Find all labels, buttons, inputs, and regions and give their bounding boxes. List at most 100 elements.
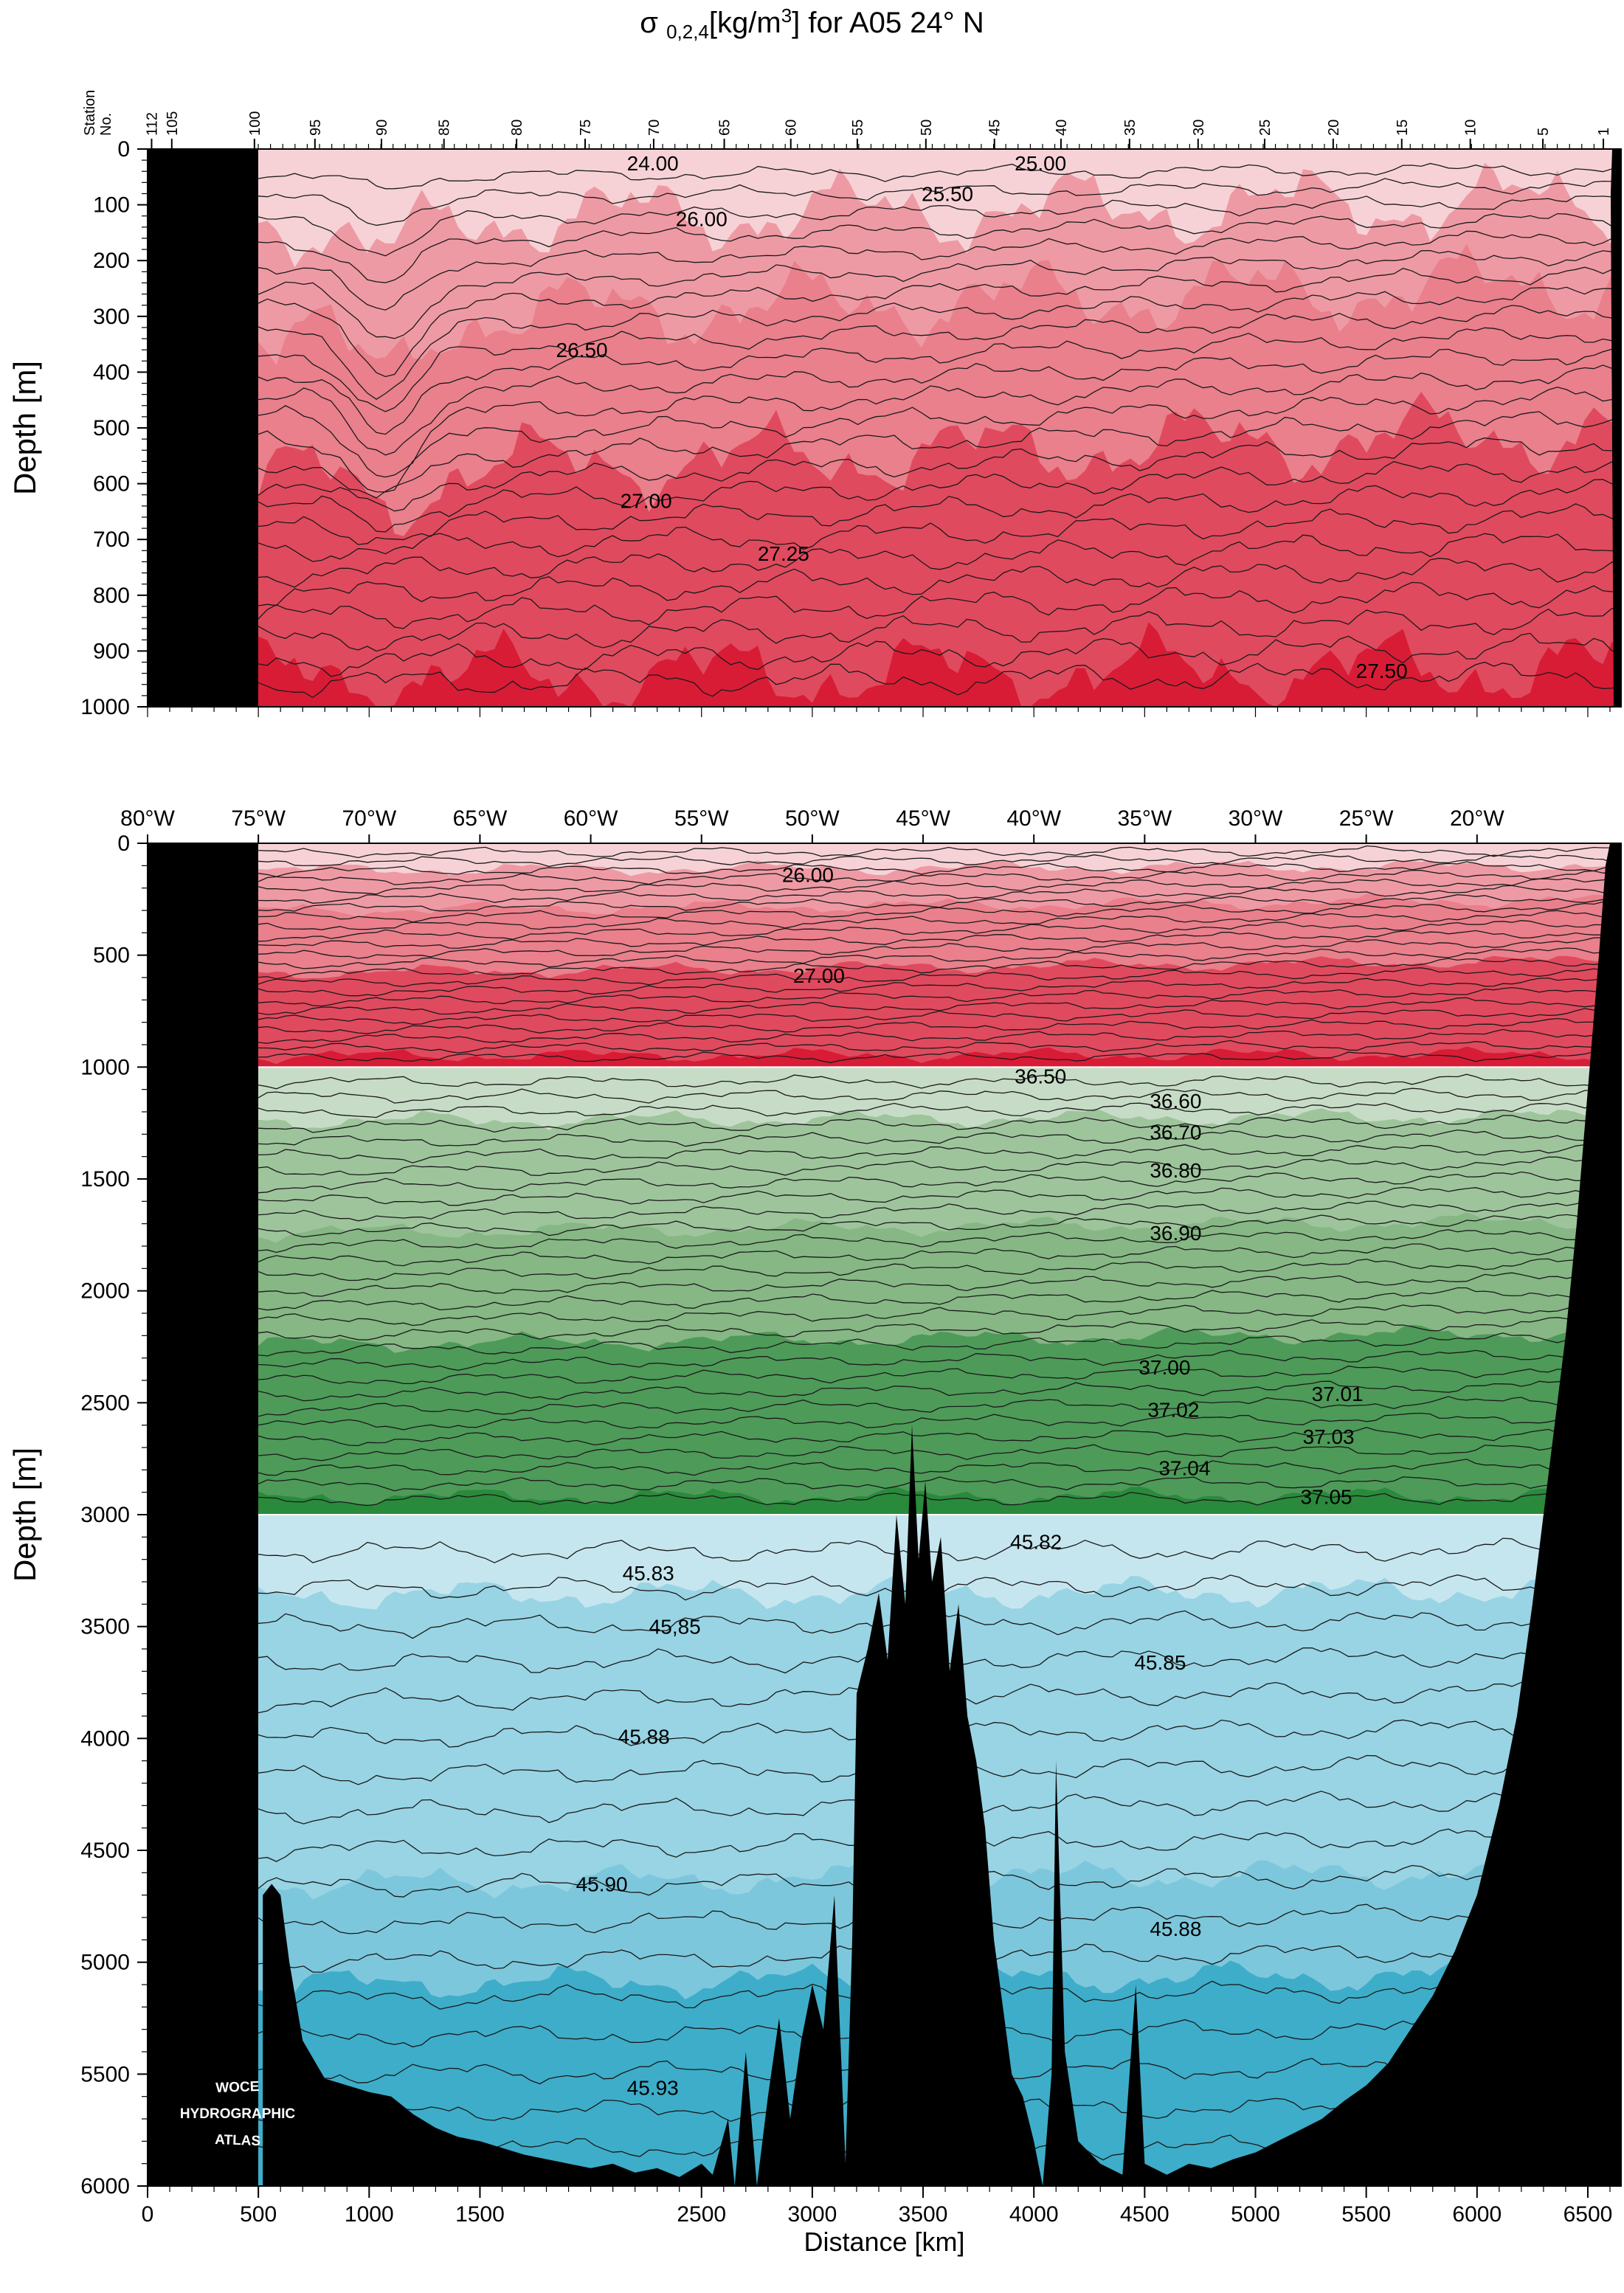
contour-label: 37.02: [1147, 1398, 1199, 1421]
continental-land-mask: [148, 149, 1621, 707]
woce-atlas-logo: WOCE HYDROGRAPHIC ATLAS: [180, 2079, 296, 2149]
station-tick-label: 85: [437, 120, 453, 136]
contour-label: 36.80: [1150, 1159, 1201, 1182]
y-tick-label: 800: [93, 584, 130, 608]
station-tick-label: 55: [850, 120, 866, 136]
x-tick-label: 3500: [899, 2202, 948, 2227]
upper-isopycnal: [258, 212, 1621, 283]
lower-isopycnal: [258, 967, 1621, 987]
lower-isopycnal: [258, 930, 1621, 950]
station-tick-label: 60: [784, 120, 800, 136]
x-tick-label: 5000: [1231, 2202, 1280, 2227]
lower-isopycnal: [258, 1380, 1621, 1402]
station-tick-label: 80: [509, 120, 525, 136]
contour-label: 26.00: [782, 863, 834, 886]
lower-isopycnal: [258, 1396, 1621, 1417]
lon-tick-label: 45°W: [896, 806, 950, 831]
y-tick-label: 3500: [80, 1615, 130, 1639]
contour-label: 27.00: [621, 489, 672, 512]
x-tick-label: 2500: [677, 2202, 726, 2227]
seafloor: [263, 843, 1622, 2186]
lower-isopycnal: [258, 869, 1621, 885]
upper-isopycnal: [258, 411, 1621, 499]
x-tick-label: 500: [240, 2202, 277, 2227]
upper-isopycnal: [258, 249, 1621, 339]
y-tick-label: 1500: [80, 1167, 130, 1192]
lower-isopycnal: [258, 1214, 1621, 1238]
x-tick-label: 1500: [455, 2202, 505, 2227]
x-tick-label: 4500: [1120, 2202, 1169, 2227]
contour-label: 45,85: [649, 1616, 701, 1639]
lower-isopycnal: [258, 1115, 1621, 1133]
lower-isopycnal: [258, 861, 1621, 877]
upper-isopycnal: [258, 479, 1621, 545]
lower-isopycnal: [258, 1243, 1621, 1267]
x-tick-label: 0: [142, 2202, 154, 2227]
y-tick-label: 5500: [80, 2062, 130, 2086]
lower-isopycnal: [258, 986, 1621, 1007]
y-tick-label: 1000: [80, 1055, 130, 1079]
contour-label: 36.50: [1015, 1065, 1066, 1087]
station-tick-label: 95: [308, 120, 324, 136]
y-axis-label: Depth [m]: [7, 361, 42, 495]
x-tick-label: 3000: [788, 2202, 837, 2227]
y-axis-label: Depth [m]: [7, 1448, 42, 1582]
lower-isopycnal: [258, 901, 1621, 923]
station-tick-label: 112: [144, 112, 160, 136]
lower-isopycnal: [258, 1073, 1621, 1090]
y-tick-label: 600: [93, 472, 130, 497]
x-tick-label: 5500: [1341, 2202, 1391, 2227]
lower-isopycnal: [258, 1198, 1621, 1222]
y-tick-label: 6000: [80, 2174, 130, 2199]
figure-title: σ 0,2,4[kg/m3] for A05 24° N: [0, 4, 1624, 44]
y-tick-label: 0: [117, 831, 130, 856]
lower-density-band: [258, 1324, 1621, 1515]
contour-label: 45.90: [576, 1873, 628, 1896]
upper-isopycnal: [258, 387, 1621, 493]
lon-tick-label: 20°W: [1450, 806, 1504, 831]
x-tick-label: 6000: [1452, 2202, 1502, 2227]
lower-isopycnal: [258, 1412, 1621, 1431]
x-tick-label: 1000: [345, 2202, 394, 2227]
lower-isopycnal: [258, 920, 1621, 942]
lon-tick-label: 80°W: [120, 806, 175, 831]
upper-isopycnal: [258, 177, 1621, 226]
station-tick-label: 45: [987, 120, 1003, 136]
lon-tick-label: 30°W: [1229, 806, 1283, 831]
contour-label: 24.00: [627, 152, 679, 175]
lower-isopycnal: [258, 1476, 1621, 1492]
upper-isopycnal: [258, 327, 1621, 435]
station-tick-label: 70: [646, 120, 663, 136]
lower-isopycnal: [258, 1017, 1621, 1034]
lower-isopycnal: [258, 1129, 1621, 1147]
lon-tick-label: 75°W: [231, 806, 286, 831]
station-tick-label: 65: [717, 120, 733, 136]
y-tick-label: 5000: [80, 1951, 130, 1975]
contour-label: 45.85: [1134, 1651, 1186, 1674]
y-tick-label: 2500: [80, 1391, 130, 1415]
title-units-exp: 3: [781, 4, 792, 27]
contour-label: 36.60: [1150, 1090, 1201, 1113]
lower-density-band: [258, 1046, 1621, 1068]
upper-isopycnal: [258, 230, 1621, 311]
upper-isopycnal: [258, 437, 1621, 512]
y-tick-label: 500: [93, 944, 130, 968]
lon-tick-label: 50°W: [785, 806, 840, 831]
lower-isopycnal: [258, 1272, 1621, 1297]
western-land-block: [148, 843, 258, 2186]
lower-isopycnal: [258, 1171, 1621, 1194]
station-tick-label: 100: [247, 111, 263, 136]
upper-isopycnal: [258, 581, 1621, 629]
lon-tick-label: 25°W: [1339, 806, 1394, 831]
station-tick-label: 25: [1257, 120, 1274, 136]
lower-isopycnal: [258, 1050, 1621, 1063]
station-tick-label: 5: [1535, 128, 1552, 136]
logo-word: ATLAS: [215, 2132, 261, 2149]
lower-isopycnal: [258, 1444, 1621, 1462]
y-tick-label: 400: [93, 360, 130, 384]
contour-label: 45.88: [618, 1725, 670, 1748]
lower-isopycnal: [258, 1102, 1621, 1118]
y-tick-label: 1000: [80, 695, 130, 719]
station-tick-label: 1: [1596, 128, 1612, 136]
station-axis-label: No.: [98, 113, 114, 136]
